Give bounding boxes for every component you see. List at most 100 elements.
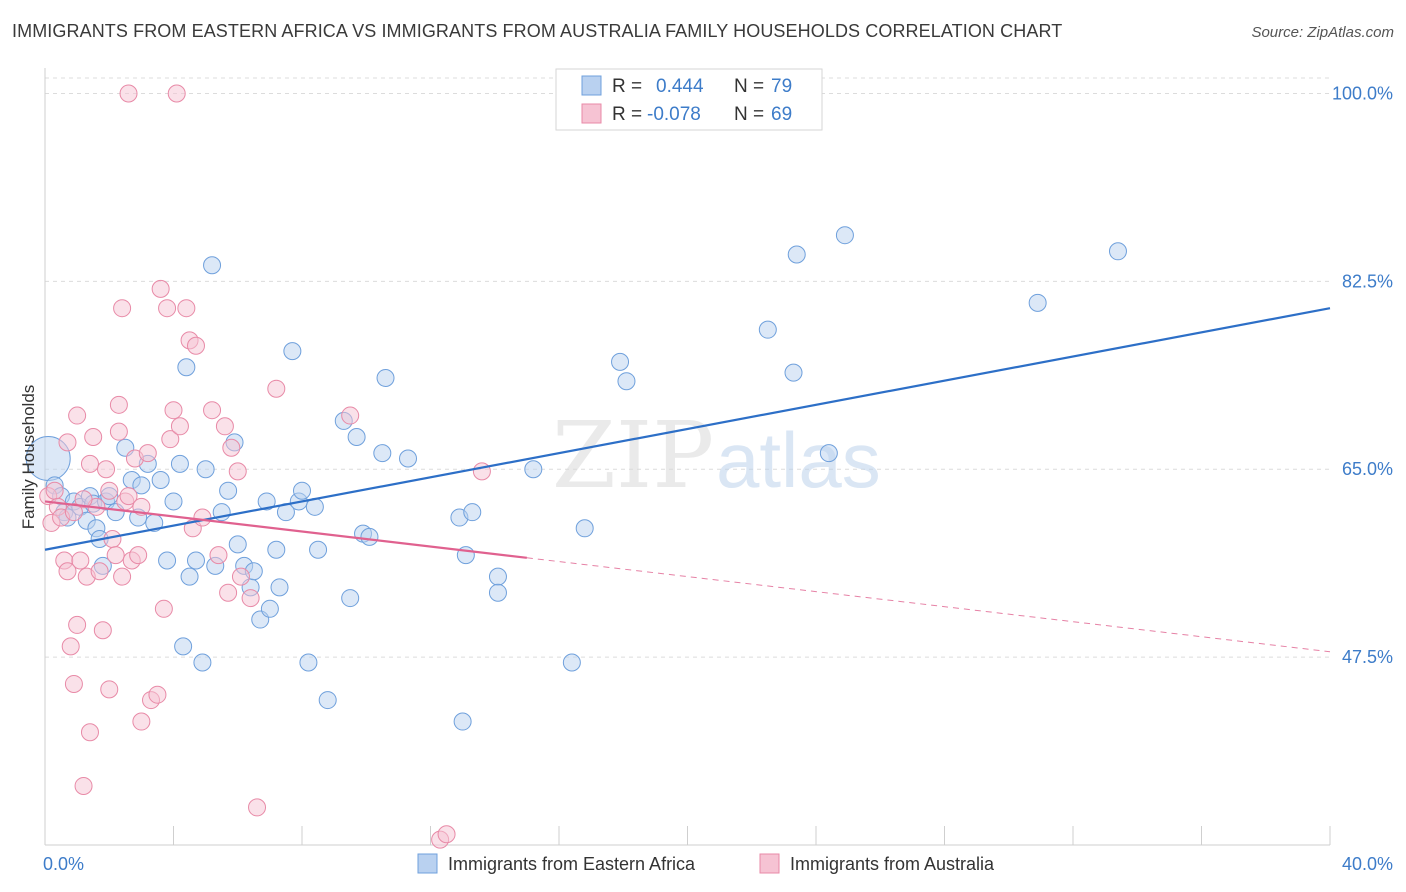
- point-eastern-africa-69: [562, 653, 581, 672]
- point-eastern-africa-75: [787, 245, 806, 264]
- legend: R = 0.444 N = 79 R = -0.078 N = 69: [555, 68, 823, 131]
- point-australia-42: [161, 430, 180, 449]
- point-eastern-africa-56: [347, 428, 366, 447]
- bottom-legend-label-australia: Immigrants from Australia: [790, 854, 995, 874]
- point-australia-43: [164, 401, 183, 420]
- point-eastern-africa-50: [299, 653, 318, 672]
- point-australia-45: [177, 299, 196, 318]
- points-australia: [39, 84, 491, 849]
- y-tick-label-3: 100.0%: [1332, 83, 1393, 103]
- point-eastern-africa-32: [203, 256, 222, 275]
- point-australia-11: [68, 615, 87, 634]
- point-australia-27: [113, 299, 132, 318]
- point-australia-41: [158, 299, 177, 318]
- point-australia-26: [109, 395, 128, 414]
- point-australia-56: [231, 567, 250, 586]
- point-australia-8: [61, 637, 80, 656]
- point-australia-36: [138, 444, 157, 463]
- point-australia-21: [97, 460, 116, 479]
- point-australia-22: [100, 680, 119, 699]
- point-australia-54: [222, 438, 241, 457]
- bottom-legend-swatch-australia: [759, 853, 780, 874]
- point-eastern-africa-72: [617, 372, 636, 391]
- point-eastern-africa-19: [132, 476, 151, 495]
- point-eastern-africa-66: [488, 567, 507, 586]
- point-australia-44: [170, 417, 189, 436]
- point-eastern-africa-30: [193, 653, 212, 672]
- point-australia-33: [129, 546, 148, 565]
- point-eastern-africa-68: [524, 460, 543, 479]
- point-eastern-africa-42: [257, 492, 276, 511]
- point-eastern-africa-29: [186, 551, 205, 570]
- bottom-legend: Immigrants from Eastern Africa Immigrant…: [417, 853, 995, 874]
- point-australia-59: [267, 379, 286, 398]
- point-eastern-africa-67: [488, 583, 507, 602]
- point-eastern-africa-71: [611, 352, 630, 371]
- point-australia-58: [248, 798, 267, 817]
- trend-eastern-africa-solid: [44, 307, 1331, 551]
- point-eastern-africa-77: [835, 226, 854, 245]
- point-eastern-africa-65: [463, 503, 482, 522]
- point-australia-55: [228, 462, 247, 481]
- point-eastern-africa-25: [170, 454, 189, 473]
- point-australia-39: [151, 279, 170, 298]
- point-australia-57: [241, 589, 260, 608]
- trend-australia-dashed: [526, 557, 1331, 653]
- point-australia-24: [106, 546, 125, 565]
- point-australia-17: [84, 428, 103, 447]
- point-eastern-africa-58: [360, 527, 379, 546]
- point-eastern-africa-27: [177, 358, 196, 377]
- point-eastern-africa-26: [174, 637, 193, 656]
- point-australia-35: [132, 497, 151, 516]
- point-eastern-africa-70: [575, 519, 594, 538]
- point-eastern-africa-59: [373, 444, 392, 463]
- chart-title: IMMIGRANTS FROM EASTERN AFRICA VS IMMIGR…: [12, 21, 1063, 41]
- watermark: ZIP atlas: [552, 402, 881, 509]
- point-australia-30: [119, 487, 138, 506]
- bottom-legend-swatch-eastern-africa: [417, 853, 438, 874]
- legend-r-label-0: R =: [612, 76, 642, 97]
- legend-n-value-0: 79: [771, 76, 792, 97]
- bottom-legend-label-eastern-africa: Immigrants from Eastern Africa: [448, 854, 696, 874]
- point-australia-40: [154, 599, 173, 618]
- point-eastern-africa-52: [309, 540, 328, 559]
- point-eastern-africa-47: [283, 342, 302, 361]
- point-australia-65: [119, 84, 138, 103]
- point-australia-50: [203, 401, 222, 420]
- y-tick-label-0: 47.5%: [1342, 647, 1393, 667]
- point-eastern-africa-61: [399, 449, 418, 468]
- x-tick-label-0: 0.0%: [43, 854, 84, 874]
- point-australia-15: [80, 454, 99, 473]
- tick-labels: 47.5% 65.0% 82.5% 100.0% 0.0% 40.0%: [43, 83, 1393, 874]
- point-eastern-africa-43: [260, 599, 279, 618]
- point-eastern-africa-63: [453, 712, 472, 731]
- legend-n-value-1: 69: [771, 104, 792, 125]
- points-eastern-africa: [25, 226, 1127, 731]
- point-australia-34: [132, 712, 151, 731]
- point-eastern-africa-60: [376, 368, 395, 387]
- y-axis-label: Family Households: [19, 385, 38, 530]
- point-australia-9: [64, 674, 83, 693]
- point-australia-68: [64, 503, 83, 522]
- point-eastern-africa-23: [158, 551, 177, 570]
- point-australia-7: [58, 562, 77, 581]
- point-eastern-africa-31: [196, 460, 215, 479]
- point-eastern-africa-49: [293, 481, 311, 500]
- point-australia-12: [71, 551, 90, 570]
- point-australia-67: [74, 490, 93, 509]
- point-eastern-africa-28: [180, 567, 199, 586]
- point-australia-13: [74, 776, 93, 795]
- point-australia-6: [58, 433, 77, 452]
- point-eastern-africa-78: [1028, 293, 1047, 312]
- point-eastern-africa-55: [341, 589, 360, 608]
- watermark-atlas: atlas: [716, 416, 881, 504]
- point-australia-25: [109, 422, 128, 441]
- legend-r-value-0: 0.444: [656, 76, 704, 97]
- point-eastern-africa-45: [270, 578, 289, 597]
- point-eastern-africa-79: [1108, 242, 1127, 261]
- point-australia-19: [90, 562, 109, 581]
- watermark-zip: ZIP: [552, 402, 714, 509]
- point-eastern-africa-73: [758, 320, 777, 339]
- point-australia-52: [215, 417, 234, 436]
- x-tick-label-1: 40.0%: [1342, 854, 1393, 874]
